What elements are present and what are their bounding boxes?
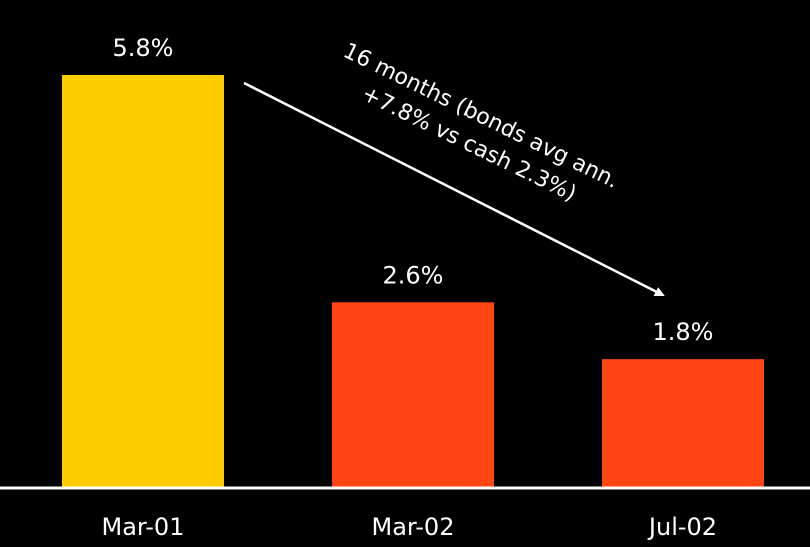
- data-labels-layer: 5.8% 2.6% 1.8%: [113, 34, 714, 346]
- x-tick-label-mar-02: Mar-02: [372, 513, 455, 541]
- data-label-mar-01: 5.8%: [113, 34, 174, 62]
- x-tick-labels-layer: Mar-01 Mar-02 Jul-02: [102, 513, 718, 541]
- x-tick-label-mar-01: Mar-01: [102, 513, 185, 541]
- bars-layer: [62, 75, 764, 487]
- data-label-jul-02: 1.8%: [653, 318, 714, 346]
- data-label-mar-02: 2.6%: [383, 261, 444, 289]
- annotation-line-1: 16 months (bonds avg ann.: [339, 38, 622, 193]
- x-tick-label-jul-02: Jul-02: [647, 513, 717, 541]
- annotation-arrow: [243, 81, 665, 297]
- bar-mar-01: [62, 75, 224, 487]
- bar-mar-02: [332, 302, 494, 487]
- annotation: 16 months (bonds avg ann. +7.8% vs cash …: [243, 38, 665, 297]
- bar-jul-02: [602, 359, 764, 487]
